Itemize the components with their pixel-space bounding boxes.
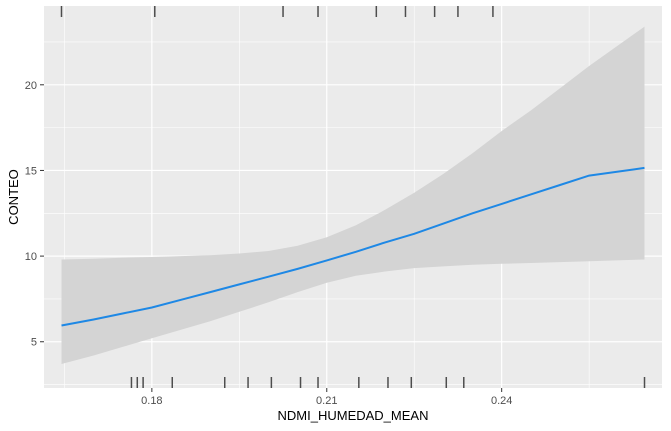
series-line — [61, 166, 645, 327]
x-axis: 0.18 0.21 0.24 — [141, 388, 512, 407]
y-axis: 5 10 15 20 — [25, 80, 44, 349]
rug-top — [60, 6, 494, 17]
y-axis-title: CONTEO — [6, 169, 21, 225]
y-tick-label: 10 — [25, 251, 37, 263]
x-tick-label: 0.24 — [491, 395, 512, 407]
y-tick-label: 5 — [31, 337, 37, 349]
rug-bottom — [130, 377, 646, 388]
x-tick-label: 0.21 — [316, 395, 337, 407]
x-tick-label: 0.18 — [141, 395, 162, 407]
confidence-ribbon — [61, 26, 645, 364]
x-axis-title: NDMI_HUMEDAD_MEAN — [278, 408, 429, 423]
y-tick-label: 20 — [25, 80, 37, 92]
y-tick-label: 15 — [25, 165, 37, 177]
